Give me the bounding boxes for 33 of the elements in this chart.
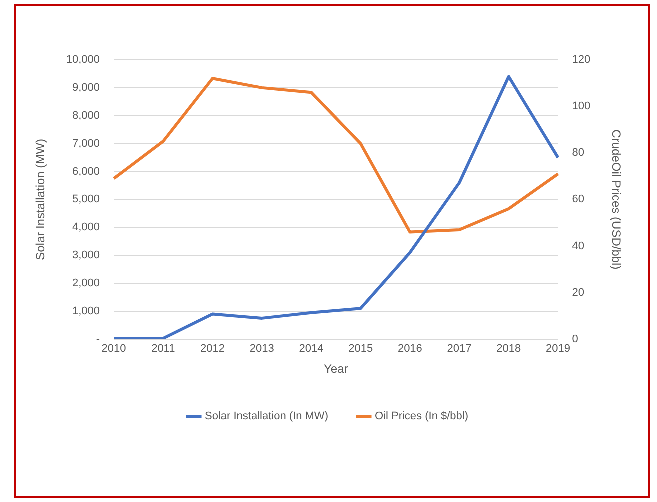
y2-tick-label: 100 [572, 100, 591, 113]
x-tick-label: 2019 [546, 343, 570, 356]
y-tick-label: 9,000 [72, 82, 100, 94]
y2-tick-label: 20 [572, 286, 584, 299]
legend-label: Oil Prices (In $/bbl) [374, 410, 469, 423]
y-tick-label: 2,000 [72, 278, 100, 290]
y-tick-label: 10,000 [66, 54, 100, 66]
y-tick-label: 6,000 [72, 166, 100, 178]
y-tick-label: 5,000 [72, 194, 100, 206]
legend-label: Solar Installation (In MW) [204, 410, 328, 423]
y-tick-label: 1,000 [72, 305, 100, 318]
y-tick-label: 8,000 [72, 110, 100, 122]
y-tick-label: 7,000 [72, 138, 100, 150]
x-tick-label: 2013 [250, 343, 274, 356]
y2-tick-label: 0 [572, 333, 578, 346]
y-tick-label: 3,000 [72, 250, 100, 262]
y2-tick-label: 40 [572, 240, 584, 252]
x-tick-label: 2010 [102, 343, 126, 356]
y-axis-title: Solar Installation (MW) [34, 139, 48, 260]
y2-tick-label: 120 [572, 54, 591, 66]
y-tick-label: 4,000 [72, 222, 100, 234]
y-tick-label: - [96, 333, 100, 346]
x-tick-label: 2012 [200, 343, 225, 356]
x-tick-label: 2015 [348, 343, 374, 356]
x-tick-label: 2016 [398, 343, 422, 356]
x-tick-label: 2011 [152, 343, 176, 356]
y2-tick-label: 80 [572, 147, 584, 160]
x-tick-label: 2014 [299, 343, 324, 356]
y2-axis-title: CrudeOil Prices (USD/bbl) [609, 130, 624, 270]
y2-tick-label: 60 [572, 194, 584, 206]
x-axis-title: Year [324, 362, 348, 376]
x-tick-label: 2017 [447, 343, 472, 356]
x-tick-label: 2018 [496, 343, 522, 356]
